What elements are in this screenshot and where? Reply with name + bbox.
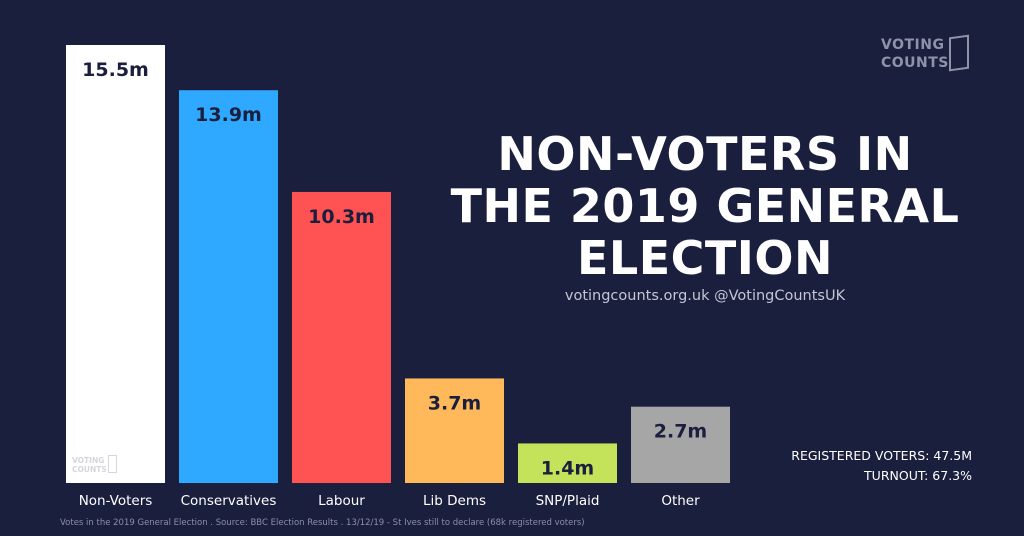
stats-block: REGISTERED VOTERS: 47.5M TURNOUT: 67.3% <box>791 446 972 486</box>
chart-title: NON-VOTERS IN THE 2019 GENERAL ELECTION <box>420 128 990 284</box>
ballot-box-icon <box>949 34 969 72</box>
bar-value-label: 15.5m <box>82 59 149 81</box>
mini-ballot-box-icon <box>108 455 117 473</box>
bar-value-label: 10.3m <box>308 206 375 228</box>
category-label: Lib Dems <box>423 493 486 509</box>
bar-other <box>631 406 730 483</box>
bar-labour <box>292 191 391 483</box>
mini-logo-word-1: VOTING <box>72 456 105 465</box>
source-footnote: Votes in the 2019 General Election . Sou… <box>60 518 585 528</box>
logo-word-2: COUNTS <box>881 55 949 71</box>
title-line-2: THE 2019 GENERAL <box>450 179 960 233</box>
category-label: Non-Voters <box>79 493 153 509</box>
bar-non-voters <box>66 45 165 483</box>
bar-value-label: 1.4m <box>541 457 594 479</box>
subtitle: votingcounts.org.uk @VotingCountsUK <box>564 288 846 304</box>
registered-voters: REGISTERED VOTERS: 47.5M <box>791 448 972 463</box>
category-label: Other <box>661 493 700 509</box>
bar-value-label: 13.9m <box>195 104 262 126</box>
turnout: TURNOUT: 67.3% <box>864 468 972 483</box>
bar-value-label: 3.7m <box>428 392 481 414</box>
bar-snp-plaid <box>518 443 617 483</box>
category-label: Labour <box>318 493 365 509</box>
mini-logo-word-2: COUNTS <box>72 465 107 474</box>
mini-logo: VOTING COUNTS <box>72 455 122 477</box>
bar-value-label: 2.7m <box>654 421 707 443</box>
title-line-1: NON-VOTERS IN <box>497 127 913 181</box>
bar-conservatives <box>179 90 278 484</box>
logo-word-1: VOTING <box>881 37 945 53</box>
title-line-3: ELECTION <box>576 231 833 285</box>
category-label: Conservatives <box>181 493 277 509</box>
voting-counts-logo: VOTING COUNTS <box>881 34 973 74</box>
bar-lib-dems <box>405 378 504 483</box>
category-label: SNP/Plaid <box>536 493 600 509</box>
